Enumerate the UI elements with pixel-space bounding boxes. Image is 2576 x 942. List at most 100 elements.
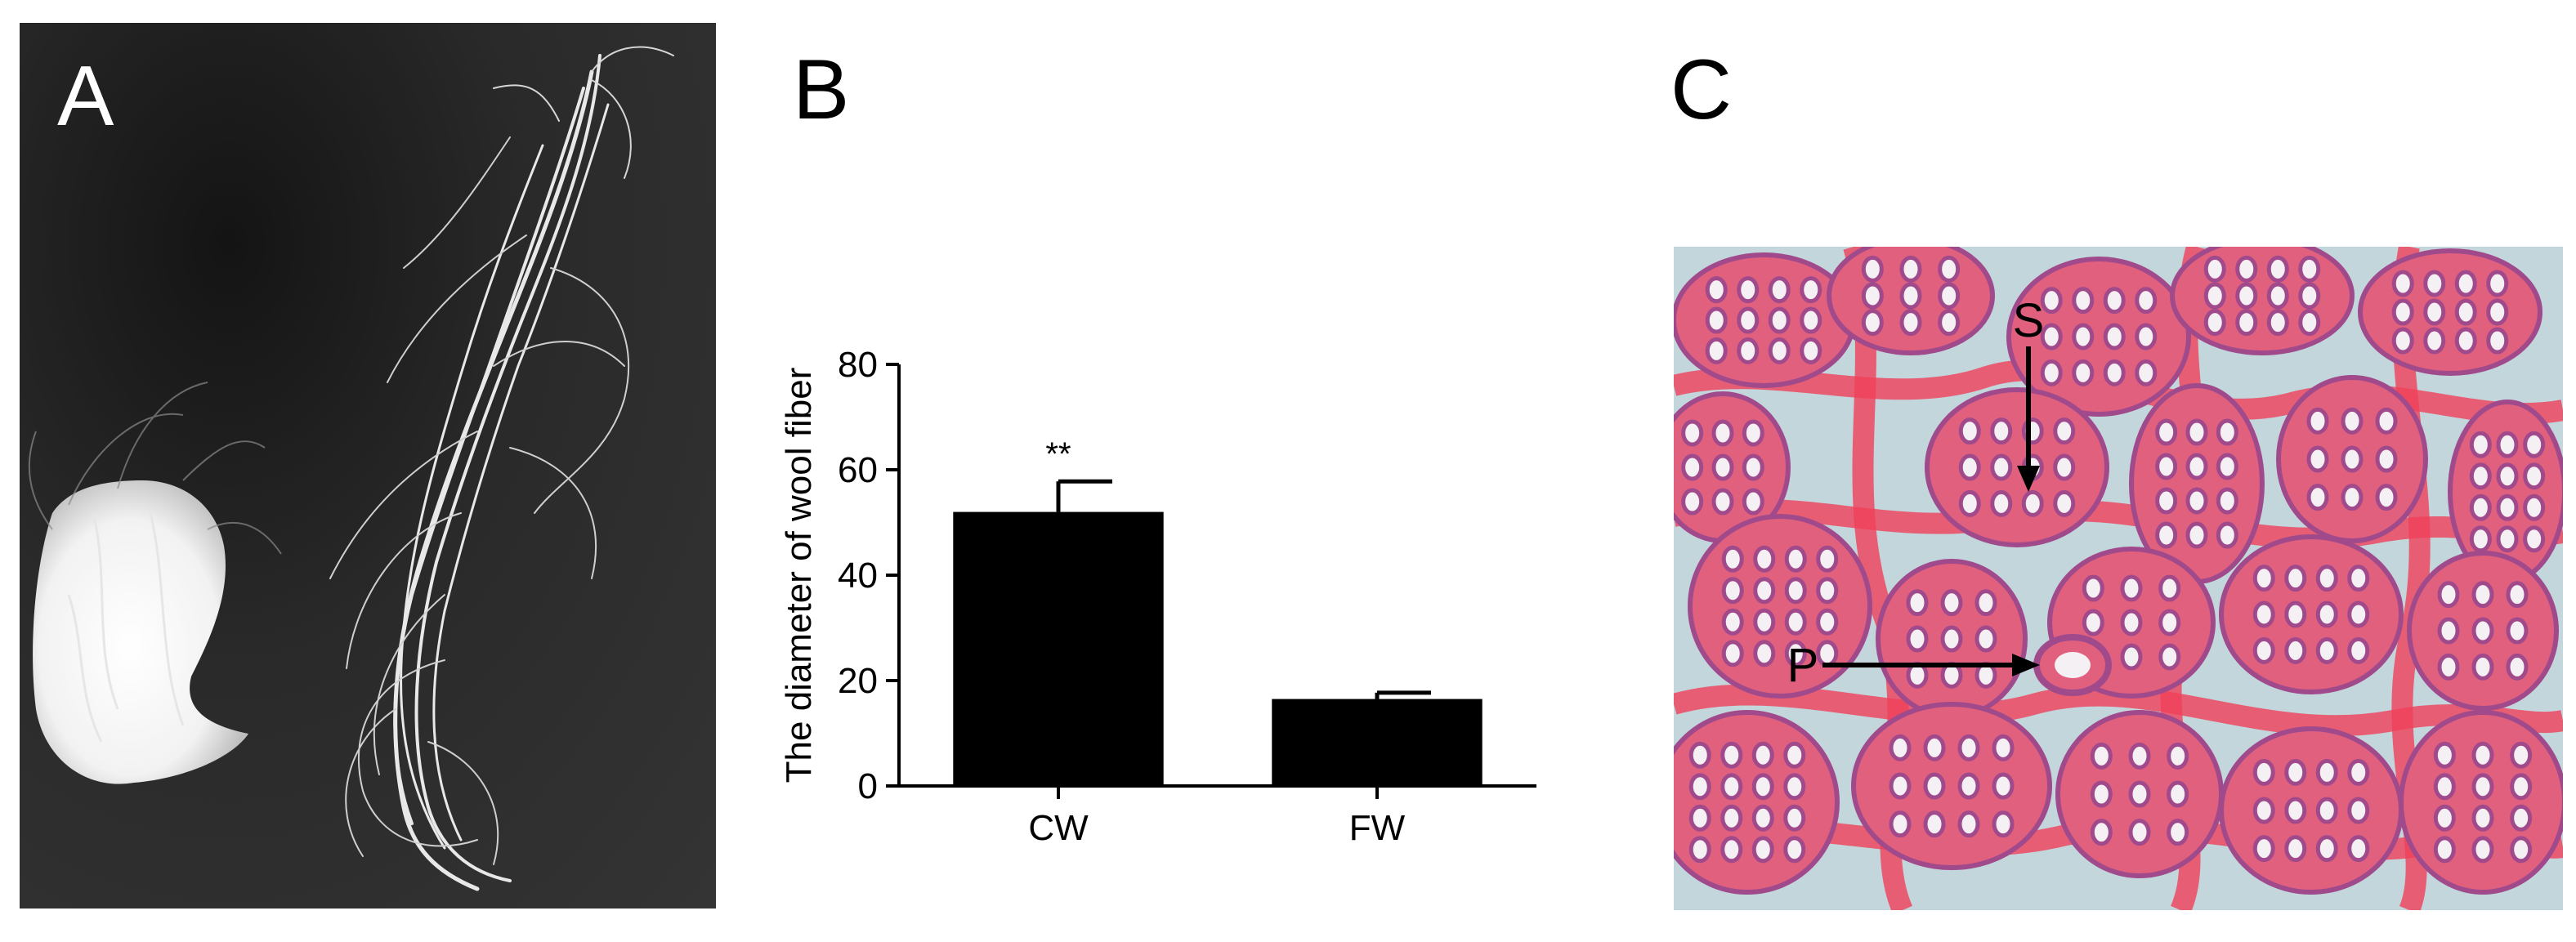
- hair-follicle: [2216, 418, 2238, 446]
- hair-follicle: [1899, 309, 1922, 337]
- hair-follicle: [2471, 804, 2494, 832]
- y-tick-label: 0: [858, 766, 878, 806]
- hair-follicle: [2090, 780, 2113, 808]
- fine-wool-tuft: [28, 382, 282, 784]
- hair-follicle: [1721, 640, 1744, 667]
- hair-follicle: [2103, 359, 2126, 386]
- hair-follicle: [1753, 640, 1776, 667]
- hair-follicle: [1990, 417, 2013, 445]
- hair-follicle: [1711, 488, 1734, 516]
- hair-follicle: [2082, 574, 2104, 602]
- hair-follicle: [2391, 270, 2414, 297]
- hair-follicle: [2469, 431, 2492, 458]
- hair-follicle: [1992, 734, 2015, 761]
- y-tick-label: 80: [838, 345, 878, 385]
- hair-follicle: [2235, 255, 2258, 283]
- hair-follicle: [2486, 298, 2509, 326]
- hair-follicle: [1957, 772, 1980, 800]
- hair-follicle: [2506, 617, 2529, 645]
- hair-follicle: [2471, 741, 2494, 769]
- hair-follicle: [2203, 282, 2226, 310]
- hair-follicle: [2375, 445, 2398, 473]
- hair-follicle: [1958, 453, 1981, 481]
- hair-follicle: [1800, 276, 1822, 304]
- hair-follicle: [2347, 636, 2370, 664]
- hair-follicle: [2072, 359, 2095, 386]
- coarse-wool-fibers: [329, 46, 674, 891]
- hair-follicle: [1784, 608, 1807, 636]
- hair-follicle: [2040, 287, 2063, 315]
- hair-follicle: [2185, 418, 2208, 446]
- hair-follicle: [2120, 643, 2143, 671]
- hair-follicle: [1688, 741, 1711, 769]
- panel-label-c: C: [1670, 42, 1733, 137]
- hair-follicle: [2135, 359, 2158, 386]
- hair-follicle: [2021, 489, 2044, 517]
- hair-follicle: [2120, 574, 2143, 602]
- hair-follicle: [2315, 797, 2338, 824]
- hair-follicle: [1784, 545, 1807, 573]
- follicle-group: [2399, 710, 2563, 895]
- hair-follicle: [2167, 819, 2189, 846]
- hair-follicle: [2298, 309, 2321, 337]
- hair-follicle: [2155, 521, 2178, 549]
- hair-follicle: [2437, 581, 2460, 609]
- hair-follicle: [1688, 804, 1711, 832]
- hair-follicle: [1742, 419, 1764, 447]
- hair-follicle: [2053, 453, 2076, 481]
- x-tick-label: CW: [1028, 808, 1089, 848]
- hair-follicle: [2469, 493, 2492, 521]
- tissue-section: S P: [1674, 247, 2563, 910]
- hair-follicle: [2471, 773, 2494, 801]
- hair-follicle: [1990, 489, 2013, 517]
- hair-follicle: [1958, 417, 1981, 445]
- hair-follicle: [1957, 734, 1980, 761]
- bar-fw: [1272, 699, 1483, 786]
- hair-follicle: [1751, 741, 1774, 769]
- hair-follicle: [2053, 417, 2076, 445]
- hair-follicle: [1753, 577, 1776, 605]
- hair-follicle: [2203, 255, 2226, 283]
- marker-label-p: P: [1787, 639, 1819, 692]
- hair-follicle: [2158, 643, 2181, 671]
- hair-follicle: [1861, 282, 1884, 310]
- hair-follicle: [2216, 487, 2238, 515]
- hair-follicle: [2216, 453, 2238, 480]
- follicle-group: [1688, 514, 1872, 699]
- follicle-group: [2170, 247, 2355, 355]
- hair-follicle: [1751, 836, 1774, 864]
- hair-follicle: [2433, 836, 2456, 864]
- hair-follicle: [2391, 327, 2414, 355]
- hair-follicle: [2155, 453, 2178, 480]
- hair-follicle: [1906, 625, 1929, 653]
- hair-follicle: [1721, 577, 1744, 605]
- hair-follicle: [1938, 309, 1961, 337]
- hair-follicle: [2135, 287, 2158, 315]
- hair-follicle: [1889, 734, 1912, 761]
- hair-follicle: [1906, 589, 1929, 617]
- hair-follicle: [1816, 608, 1839, 636]
- wool-photo: [28, 46, 674, 891]
- chart-labels: 0 20 40 60 80 CW ** FW: [838, 345, 1406, 848]
- hair-follicle: [2158, 609, 2181, 636]
- hair-follicle: [2072, 287, 2095, 315]
- hair-follicle: [1816, 545, 1839, 573]
- hair-follicle: [2155, 418, 2178, 446]
- chart-bars: [953, 479, 1483, 786]
- hair-follicle: [1705, 306, 1728, 334]
- hair-follicle: [1783, 804, 1806, 832]
- panel-c-micrograph: C S P: [1635, 0, 2576, 938]
- hair-follicle: [1721, 545, 1744, 573]
- primary-follicle-lumen: [2055, 652, 2091, 678]
- hair-follicle: [2375, 484, 2398, 511]
- hair-follicle: [2252, 636, 2275, 664]
- hair-follicle: [2252, 565, 2275, 592]
- hair-follicle: [2506, 653, 2529, 681]
- hair-follicle: [2469, 462, 2492, 490]
- hair-follicle: [2315, 636, 2338, 664]
- hair-follicle: [2128, 780, 2151, 808]
- hair-follicle: [1681, 419, 1704, 447]
- hair-follicle: [2252, 797, 2275, 824]
- hair-follicle: [1751, 804, 1774, 832]
- marker-arrowhead-s: [2017, 466, 2040, 492]
